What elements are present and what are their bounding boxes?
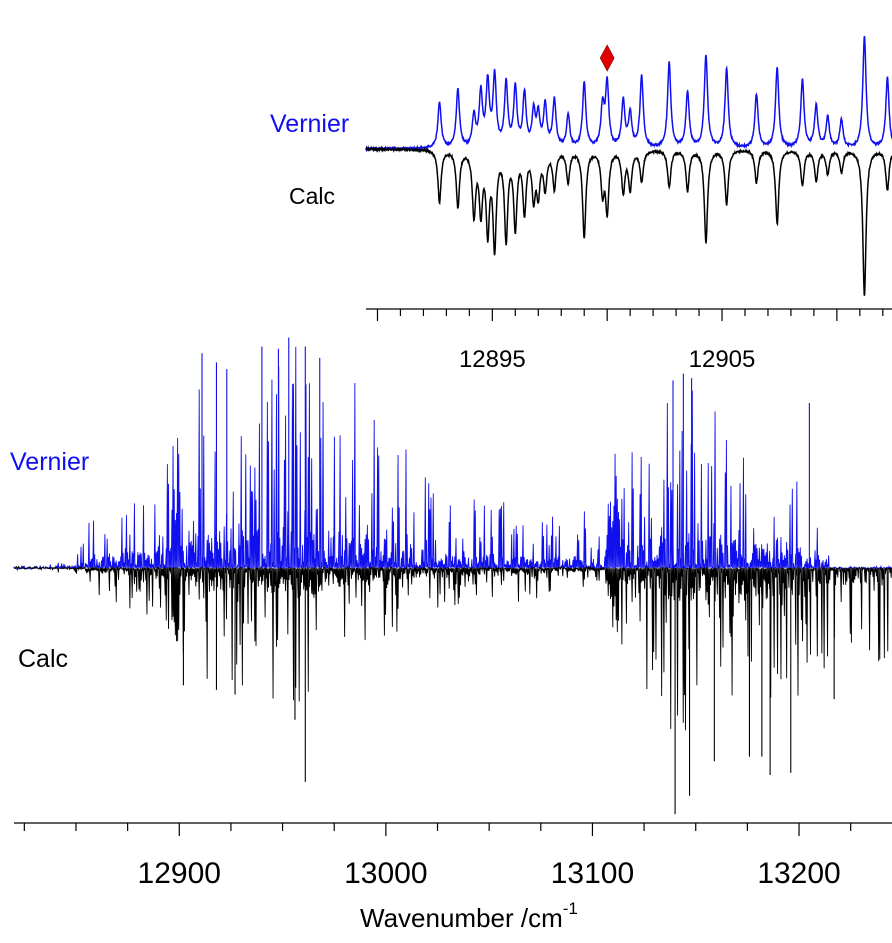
x-axis-title-text: Wavenumber /cm xyxy=(360,903,563,933)
main-vernier-trace xyxy=(13,346,892,572)
main-tick-label: 12900 xyxy=(138,857,221,890)
inset-x-axis xyxy=(366,308,892,321)
main-tick-label: 13200 xyxy=(757,857,840,890)
main-panel: 12900 13000 13100 13200 Vernier Calc Wavenu… xyxy=(10,337,892,933)
main-calc-trace xyxy=(13,565,892,731)
inset-panel: 12895 12905 Vernier Calc xyxy=(270,35,892,373)
main-tick-label: 13100 xyxy=(551,857,634,890)
x-axis-title: Wavenumber /cm-1 xyxy=(360,899,578,933)
main-vernier-label: Vernier xyxy=(10,448,89,476)
inset-vernier-trace xyxy=(365,35,892,153)
inset-vernier-label: Vernier xyxy=(270,110,349,138)
main-x-axis xyxy=(14,822,892,836)
inset-calc-label: Calc xyxy=(289,183,335,209)
main-traces xyxy=(13,337,892,815)
inset-x-tick-labels: 12895 12905 xyxy=(459,346,755,373)
main-calc-label: Calc xyxy=(18,645,68,673)
main-tick-label: 13000 xyxy=(344,857,427,890)
diamond-marker xyxy=(599,44,615,72)
inset-calc-trace xyxy=(365,145,892,296)
main-x-tick-labels: 12900 13000 13100 13200 xyxy=(138,857,841,890)
x-axis-title-superscript: -1 xyxy=(563,899,578,918)
inset-tick-label: 12905 xyxy=(689,346,756,373)
inset-traces xyxy=(365,35,892,296)
inset-tick-label: 12895 xyxy=(459,346,526,373)
